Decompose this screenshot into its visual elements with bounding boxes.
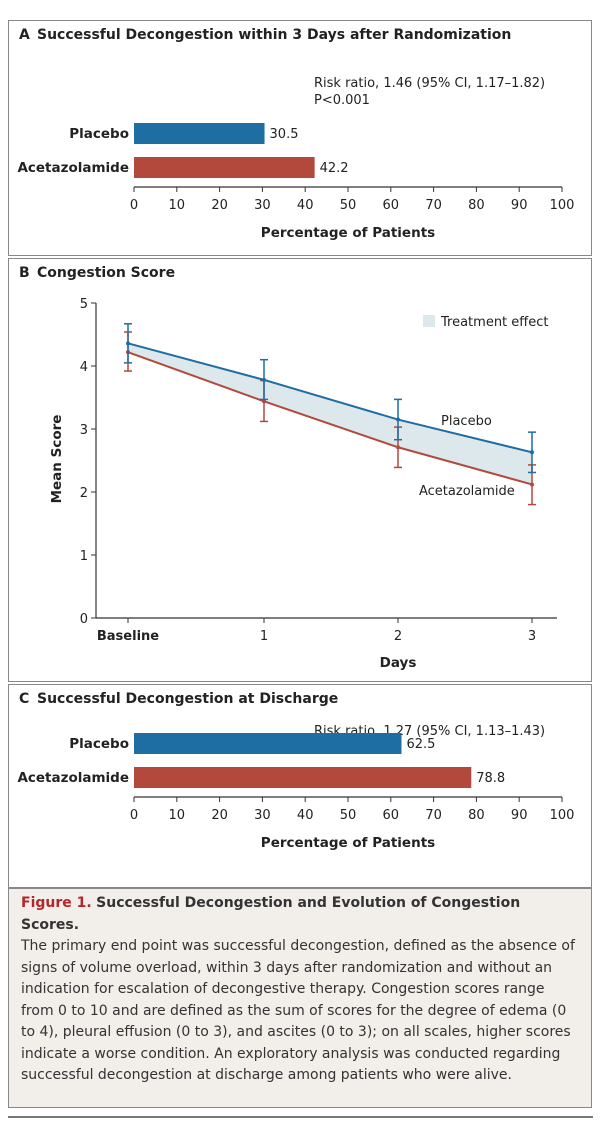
bar-value-label: 62.5 [407,737,436,752]
panel-a: A Successful Decongestion within 3 Days a… [8,20,592,256]
y-tick-label: 0 [80,612,88,627]
figure-caption: Figure 1. Successful Decongestion and Ev… [8,888,592,1108]
x-axis-label: Percentage of Patients [261,835,435,851]
x-tick-label: 40 [297,198,314,213]
placebo-point [262,377,266,382]
category-label: Placebo [69,736,129,752]
x-axis-label: Days [380,655,417,671]
placebo-point [126,341,130,346]
y-tick-label: 1 [80,549,88,564]
treatment-effect-band [128,343,532,485]
x-tick-label: 90 [511,808,528,823]
x-tick-label: 70 [425,198,442,213]
acetazolamide-line [127,351,533,486]
caption-label: Figure 1. [21,895,92,911]
risk-annotation: Risk ratio, 1.46 (95% CI, 1.17–1.82) [314,76,545,91]
panel-title: Congestion Score [37,265,175,281]
x-tick-label: 10 [169,808,186,823]
x-tick-label: 20 [211,198,228,213]
x-tick-label: 60 [383,198,400,213]
y-tick-label: 4 [80,360,88,375]
y-tick-label: 5 [80,297,88,312]
risk-annotation: P<0.001 [314,93,370,108]
category-label: Acetazolamide [17,160,129,176]
bar-value-label: 30.5 [270,127,299,142]
acetazolamide-point [396,445,400,450]
x-tick-label: Baseline [97,629,159,644]
x-tick-label: 80 [468,198,485,213]
panel-b-chart: B Congestion Score 0 1 2 3 4 5 Baseline 1 2 3 Days Me… [19,265,557,671]
caption-title: Successful Decongestion and Evolution of… [21,895,521,933]
x-tick-label: 80 [468,808,485,823]
x-tick-label: 60 [383,808,400,823]
bar-acetazolamide [134,157,315,178]
y-tick-label: 3 [80,423,88,438]
y-axis-label: Mean Score [49,415,65,504]
panel-title: Successful Decongestion at Discharge [37,691,338,707]
bar-placebo [134,733,402,754]
y-tick-label: 2 [80,486,88,501]
x-tick-label: 2 [394,629,402,644]
legend-label: Treatment effect [440,315,548,330]
bar-acetazolamide [134,767,472,788]
x-tick-label: 1 [260,629,268,644]
placebo-point [396,417,400,422]
panel-b: B Congestion Score 0 1 2 3 4 5 Baseline 1 2 3 Days Me… [8,258,592,682]
x-axis-label: Percentage of Patients [261,225,435,241]
series-label-acetazolamide: Acetazolamide [419,484,515,499]
x-tick-label: 90 [511,198,528,213]
x-tick-label: 50 [340,808,357,823]
placebo-point [530,450,534,455]
panel-letter: B [19,265,30,281]
panel-c: C Successful Decongestion at Discharge Ris… [8,684,592,888]
category-label: Acetazolamide [17,770,129,786]
x-tick-label: 3 [528,629,536,644]
bar-placebo [134,123,265,144]
bottom-rule [8,1116,593,1118]
panel-title: Successful Decongestion within 3 Days af… [37,27,511,43]
acetazolamide-point [530,482,534,487]
x-tick-label: 40 [297,808,314,823]
caption-text: The primary end point was successful dec… [21,938,575,1083]
bar-value-label: 42.2 [320,161,349,176]
panel-a-chart: A Successful Decongestion within 3 Days a… [17,27,575,241]
panel-c-chart: C Successful Decongestion at DischargeRis… [17,691,575,851]
panel-letter: A [19,27,30,43]
x-tick-label: 0 [130,198,138,213]
x-tick-label: 70 [425,808,442,823]
bar-value-label: 78.8 [476,771,505,786]
x-tick-label: 20 [211,808,228,823]
x-tick-label: 10 [169,198,186,213]
panel-letter: C [19,691,29,707]
series-label-placebo: Placebo [441,414,492,429]
x-tick-label: 0 [130,808,138,823]
legend-swatch [423,315,435,327]
x-tick-label: 100 [550,198,575,213]
placebo-line [127,342,533,454]
category-label: Placebo [69,126,129,142]
x-tick-label: 30 [254,198,271,213]
acetazolamide-point [262,399,266,404]
x-tick-label: 30 [254,808,271,823]
x-tick-label: 50 [340,198,357,213]
x-tick-label: 100 [550,808,575,823]
